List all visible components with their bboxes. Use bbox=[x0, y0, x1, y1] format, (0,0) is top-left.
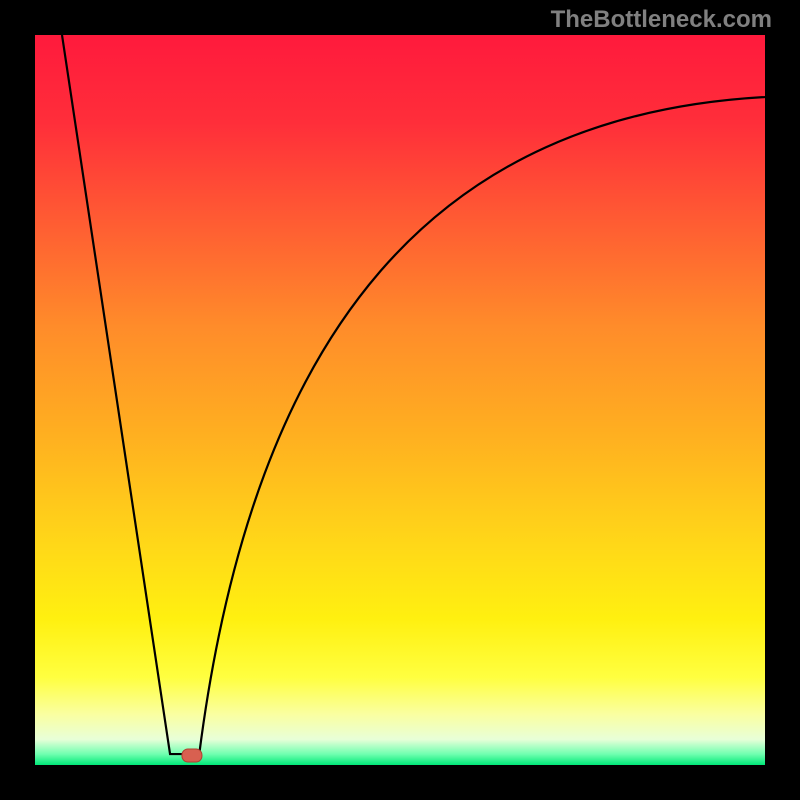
bottleneck-curve bbox=[62, 35, 765, 754]
chart-container: TheBottleneck.com bbox=[0, 0, 800, 800]
minimum-marker bbox=[182, 749, 202, 762]
chart-overlay bbox=[0, 0, 800, 800]
